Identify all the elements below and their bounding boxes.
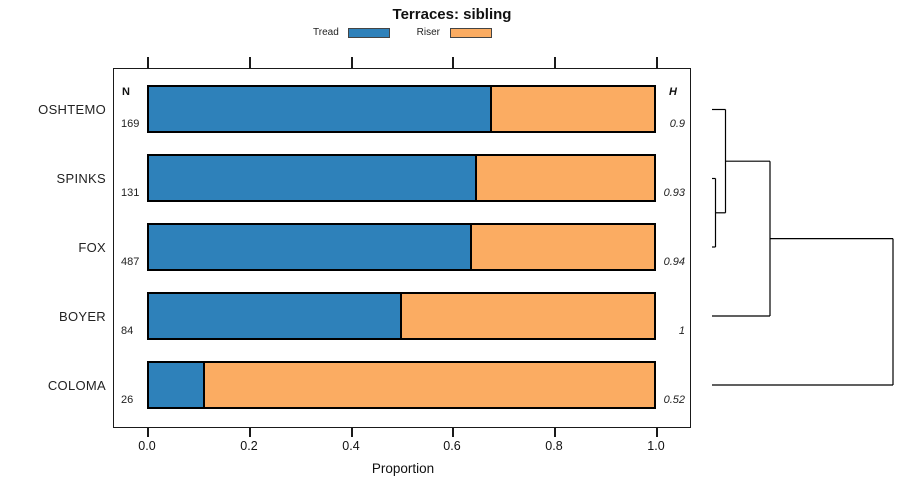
x-tick-label: 0.6 (443, 439, 461, 453)
diversity-value: 0.93 (663, 187, 685, 199)
x-tick-label: 0.0 (138, 439, 156, 453)
stacked-bar (147, 154, 656, 202)
category-label: BOYER (58, 308, 106, 324)
x-tick-label: 0.8 (545, 439, 563, 453)
x-axis-tick (554, 428, 556, 437)
sample-size-value: 26 (121, 394, 134, 406)
sample-size-value: 84 (121, 325, 134, 337)
legend-swatch-tread (348, 28, 390, 38)
x-tick-label: 1.0 (647, 439, 665, 453)
x-tick-label: 0.4 (342, 439, 360, 453)
stacked-bar (147, 361, 656, 409)
top-tick (351, 57, 353, 68)
x-axis-tick (249, 428, 251, 437)
series-row: FOX 487 0.94 (0, 223, 900, 271)
category-label: COLOMA (47, 377, 106, 393)
sample-size-value: 487 (121, 256, 140, 268)
legend-label-tread: Tread (313, 27, 339, 38)
tread-segment (149, 87, 493, 131)
series-row: OSHTEMO 169 0.9 (0, 85, 900, 133)
x-axis-title: Proportion (371, 461, 435, 476)
n-column-header: N (122, 86, 130, 98)
category-label: OSHTEMO (38, 101, 106, 117)
diversity-value: 0.52 (663, 394, 685, 406)
diversity-value: 0.94 (663, 256, 685, 268)
x-axis-tick (147, 428, 149, 437)
tread-segment (149, 225, 473, 269)
x-axis-tick (351, 428, 353, 437)
stacked-bar (147, 292, 656, 340)
top-tick (656, 57, 658, 68)
top-tick (554, 57, 556, 68)
diversity-value: 1 (678, 325, 685, 337)
top-tick (452, 57, 454, 68)
tread-segment (149, 363, 205, 407)
diversity-value: 0.9 (669, 118, 685, 130)
sample-size-value: 169 (121, 118, 140, 130)
x-axis-tick (452, 428, 454, 437)
legend-label-riser: Riser (416, 27, 440, 38)
tread-segment (149, 156, 478, 200)
legend-swatch-riser (450, 28, 492, 38)
sample-size-value: 131 (121, 187, 140, 199)
top-tick (249, 57, 251, 68)
series-row: SPINKS 131 0.93 (0, 154, 900, 202)
top-tick (147, 57, 149, 68)
series-row: COLOMA 26 0.52 (0, 361, 900, 409)
tread-segment (149, 294, 402, 338)
stacked-bar (147, 85, 656, 133)
x-tick-label: 0.2 (240, 439, 258, 453)
chart-title: Terraces: sibling (392, 6, 512, 23)
series-row: BOYER 84 1 (0, 292, 900, 340)
category-label: SPINKS (56, 170, 106, 186)
h-column-header: H (669, 86, 677, 98)
x-axis-tick (656, 428, 658, 437)
stacked-bar (147, 223, 656, 271)
category-label: FOX (78, 239, 106, 255)
